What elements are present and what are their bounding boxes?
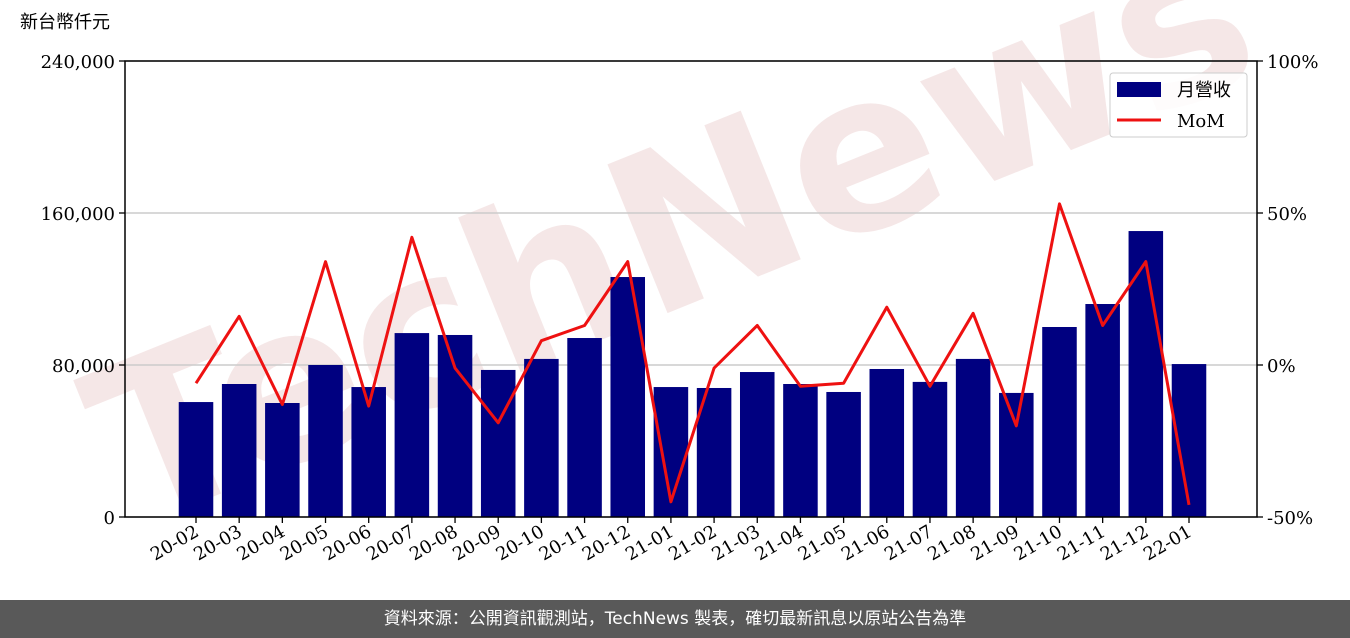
- line: [194, 202, 1191, 506]
- bar: [696, 387, 732, 517]
- bar: [955, 358, 991, 517]
- x-tick-label: 21-09: [967, 521, 1022, 565]
- bar: [221, 384, 257, 517]
- x-tick-label: 20-12: [579, 521, 634, 565]
- y-tick-label: 0: [104, 508, 115, 529]
- y2-tick-label: 0%: [1267, 356, 1296, 377]
- x-tick-label: 21-08: [924, 521, 979, 565]
- bar: [308, 365, 343, 517]
- bar: [1042, 327, 1077, 517]
- bar: [567, 338, 602, 517]
- bar: [869, 368, 905, 517]
- x-tick-label: 21-04: [751, 521, 806, 565]
- bar: [739, 372, 775, 517]
- y-axis-unit: 新台幣仟元: [20, 12, 110, 33]
- x-tick-label: 20-10: [492, 521, 547, 565]
- bar: [610, 277, 646, 517]
- bar: [178, 402, 214, 517]
- bar: [826, 391, 861, 517]
- legend: 月營收 MoM: [1109, 72, 1248, 138]
- x-tick-label: 20-09: [449, 521, 504, 565]
- bar: [265, 403, 300, 517]
- bar: [437, 334, 473, 517]
- plot-frame: [124, 60, 1258, 518]
- x-tick-label: 20-11: [536, 521, 591, 565]
- bar: [783, 384, 818, 517]
- x-tick-label: 21-02: [665, 521, 720, 565]
- x-tick-label: 20-06: [320, 521, 375, 565]
- y2-tick-label: 50%: [1267, 204, 1307, 225]
- x-tick-label: 21-11: [1054, 521, 1109, 565]
- y-tick-label: 160,000: [41, 204, 115, 225]
- y2-tick-label: 100%: [1267, 52, 1318, 73]
- legend-label: MoM: [1177, 111, 1225, 132]
- x-tick-label: 20-05: [277, 521, 332, 565]
- chart: 新台幣仟元 TechNews080,000160,000240,000-50%0…: [20, 0, 1318, 578]
- bar: [1085, 304, 1120, 517]
- x-tick-label: 21-05: [795, 521, 850, 565]
- x-tick-label: 20-08: [406, 521, 461, 565]
- y2-tick-label: -50%: [1267, 508, 1313, 529]
- x-tick-label: 21-07: [881, 521, 936, 565]
- x-tick-label: 20-07: [363, 521, 418, 565]
- x-tick-label: 21-03: [708, 521, 763, 565]
- x-tick-label: 21-01: [622, 521, 677, 565]
- legend-label: 月營收: [1177, 80, 1231, 101]
- bar: [394, 333, 430, 517]
- x-tick-label: 21-10: [1011, 521, 1066, 565]
- bar: [351, 387, 386, 517]
- bar: [480, 369, 516, 517]
- legend-swatch: [1117, 82, 1161, 97]
- x-tick-label: 21-06: [838, 521, 893, 565]
- bar: [912, 381, 948, 517]
- y-tick-label: 240,000: [41, 52, 115, 73]
- bar: [1128, 231, 1164, 518]
- x-tick-label: 22-01: [1140, 521, 1195, 565]
- bar: [524, 358, 559, 517]
- bar: [999, 392, 1034, 517]
- footer: 資料來源：公開資訊觀測站，TechNews 製表，確切最新訊息以原站公告為準: [0, 600, 1350, 638]
- x-tick-label: 21-12: [1097, 521, 1152, 565]
- y-tick-label: 80,000: [52, 356, 115, 377]
